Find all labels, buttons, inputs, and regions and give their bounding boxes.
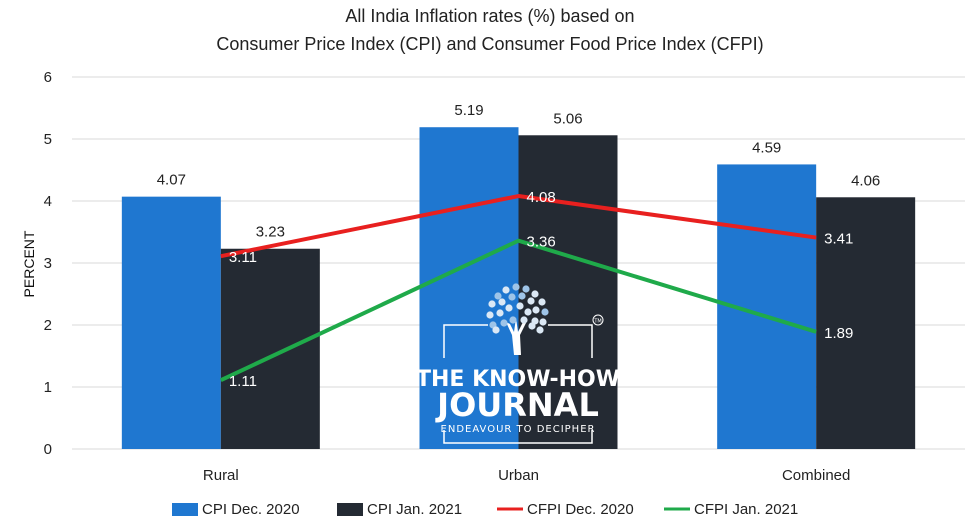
bar-value-label: 4.06 [851, 172, 880, 189]
x-category-label-rural: Rural [203, 467, 239, 484]
watermark-frame [548, 324, 593, 358]
y-axis-label: PERCENT [21, 230, 37, 297]
y-tick-label-5: 5 [44, 131, 52, 148]
bar-value-label: 5.19 [454, 102, 483, 119]
line-cfpi-jan-2021 [219, 238, 817, 382]
y-tick-label-3: 3 [44, 255, 52, 272]
watermark-title-line-2: JOURNAL [435, 386, 599, 424]
legend: CPI Dec. 2020 CPI Jan. 2021 CFPI Dec. 2020… [172, 501, 798, 518]
y-tick-label-6: 6 [44, 69, 52, 86]
bar-value-label: 5.06 [553, 110, 582, 127]
line-value-label: 3.11 [229, 249, 257, 266]
trademark-symbol [592, 314, 604, 326]
tree-icon [486, 283, 549, 355]
category-labels: Rural Urban Combined [203, 467, 850, 484]
lines [219, 194, 817, 382]
y-tick-label-2: 2 [44, 317, 52, 334]
y-tick-label-1: 1 [44, 379, 52, 396]
y-tick-label-0: 0 [44, 441, 52, 458]
legend-entry-label: CFPI Jan. 2021 [694, 501, 798, 518]
bar-value-label: 3.23 [256, 224, 285, 241]
legend-entry-label: CPI Dec. 2020 [202, 501, 300, 518]
bar-cpi-dec-2020-rural [121, 196, 221, 449]
line-cfpi-dec-2020 [220, 194, 817, 259]
line-value-label: 1.11 [229, 373, 257, 390]
legend-swatch [172, 503, 198, 516]
bar-cpi-jan-2021-rural [220, 248, 320, 449]
x-category-label-combined: Combined [782, 467, 850, 484]
y-tick-label-4: 4 [44, 193, 52, 210]
bar-value-label: 4.59 [752, 139, 781, 156]
watermark-title-line-1: THE KNOW-HOW [416, 367, 620, 392]
watermark-tagline: ENDEAVOUR TO DECIPHER [441, 424, 596, 435]
bar-cpi-jan-2021-combined [816, 197, 916, 449]
chart-title-line-2: Consumer Price Index (CPI) and Consumer … [216, 34, 763, 54]
trademark-text: TM [593, 319, 601, 325]
y-axis-ticks: 0 1 2 3 4 5 6 [44, 69, 52, 458]
bar-value-label: 4.07 [157, 172, 186, 189]
legend-swatch [337, 503, 363, 516]
data-labels: 4.07 5.19 4.59 3.23 5.06 4.06 3.11 4.08 3.41 1.11… [157, 102, 881, 390]
bar-cpi-dec-2020-urban [419, 127, 519, 449]
legend-entry-label: CPI Jan. 2021 [367, 501, 462, 518]
line-value-label: 1.89 [824, 325, 853, 342]
line-value-label: 4.08 [527, 189, 556, 206]
legend-entry-label: CFPI Dec. 2020 [527, 501, 634, 518]
line-value-label: 3.41 [824, 231, 853, 248]
chart-title-line-1: All India Inflation rates (%) based on [345, 6, 634, 26]
x-category-label-urban: Urban [498, 467, 539, 484]
line-value-label: 3.36 [527, 234, 556, 251]
